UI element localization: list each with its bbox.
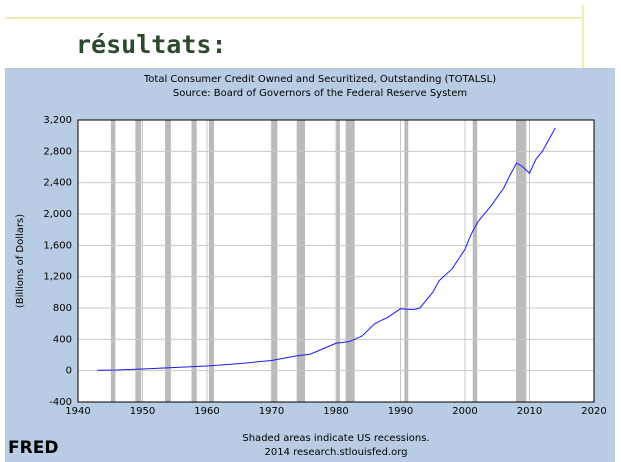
x-tick-label: 2010: [517, 406, 542, 417]
recession-band: [135, 120, 142, 402]
plot-border: [77, 119, 595, 403]
y-axis-label: (Billions of Dollars): [15, 214, 26, 308]
y-tick-label: 2,800: [43, 146, 72, 157]
data-line: [97, 127, 556, 371]
x-tick-label: 2020: [581, 406, 606, 417]
x-tick-label: 1940: [65, 406, 90, 417]
y-tick-label: 3,200: [43, 115, 72, 126]
note: Shaded areas indicate US recessions.: [242, 433, 429, 444]
y-tick-label: 2,400: [43, 178, 72, 189]
recession-band: [336, 120, 340, 402]
x-tick-label: 2000: [452, 406, 477, 417]
recession-band: [515, 120, 527, 402]
y-tick-label: 400: [53, 334, 72, 345]
y-tick-label: 2,000: [43, 209, 72, 220]
x-tick-label: 1950: [130, 406, 155, 417]
x-tick-label: 1960: [194, 406, 219, 417]
y-tick-label: -400: [49, 397, 72, 408]
recession-band: [472, 120, 478, 402]
logo: FRED: [8, 438, 58, 458]
chart-title: Total Consumer Credit Owned and Securiti…: [143, 74, 496, 85]
x-tick-label: 1980: [323, 406, 348, 417]
recession-band: [270, 120, 278, 402]
chart-subtitle: Source: Board of Governors of the Federa…: [173, 88, 467, 99]
y-tick-label: 800: [53, 303, 72, 314]
recession-band: [191, 120, 197, 402]
slide-title: résultats:: [76, 30, 227, 59]
recession-band: [296, 120, 306, 402]
source: 2014 research.stlouisfed.org: [264, 447, 407, 458]
y-tick-label: 1,600: [43, 240, 72, 251]
recession-band: [404, 120, 409, 402]
recession-band: [208, 120, 215, 402]
y-tick-label: 0: [66, 366, 72, 377]
x-tick-label: 1970: [259, 406, 284, 417]
recession-band: [345, 120, 355, 402]
x-tick-label: 1990: [388, 406, 413, 417]
recession-band: [165, 120, 171, 402]
recession-band: [110, 120, 116, 402]
y-tick-label: 1,200: [43, 272, 72, 283]
